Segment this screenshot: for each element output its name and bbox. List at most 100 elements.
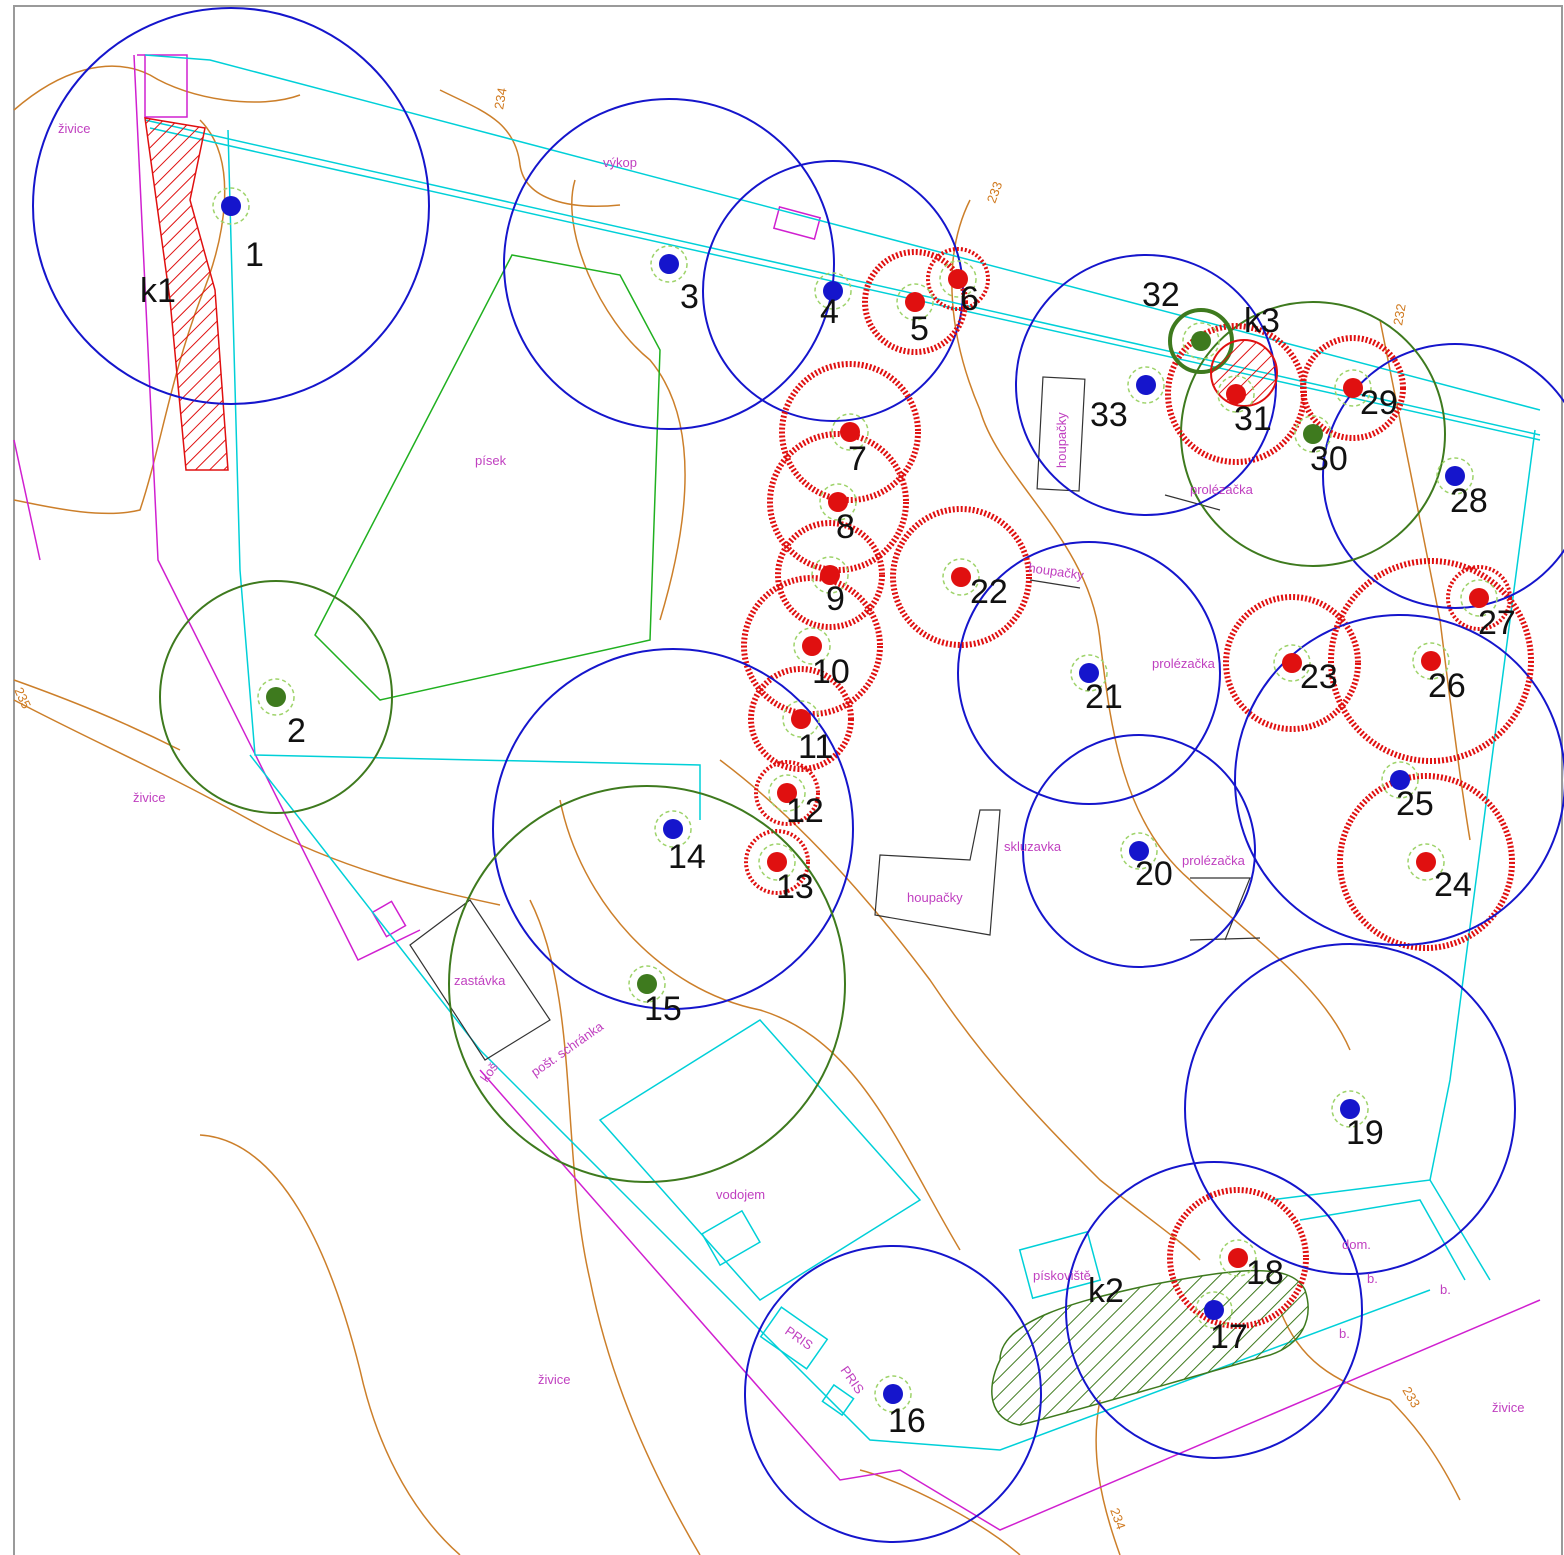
tree-label-18: 18 [1246,1254,1284,1292]
crown-zone-14 [492,648,854,1010]
label-vodojem: vodojem [716,1187,765,1202]
trunk-halo-22 [942,558,980,596]
tree-marker-18[interactable] [1228,1248,1248,1268]
label-b-1: b. [1367,1271,1378,1286]
tree-marker-29[interactable] [1343,378,1363,398]
tree-marker-2[interactable] [266,687,286,707]
tree-labels: 123 4 567891011121314151617181920212223242… [140,236,1516,1440]
label-dom: dom. [1342,1237,1371,1252]
tree-marker-3[interactable] [659,254,679,274]
crown-zone-31 [1165,323,1307,465]
tree-marker-13[interactable] [767,852,787,872]
crown-zone-3 [503,98,835,430]
tree-marker-31[interactable] [1226,384,1246,404]
tree-label-12: 12 [786,792,824,830]
label-zastavka: zastávka [454,973,506,988]
tree-label-10: 10 [812,653,850,691]
tree-marker-10[interactable] [802,636,822,656]
trunk-halo-23 [1273,644,1311,682]
tree-label-2: 2 [287,712,306,750]
tree-marker-14[interactable] [663,819,683,839]
tree-marker-23[interactable] [1282,653,1302,673]
tree-marker-32[interactable] [1191,331,1211,351]
tree-label-7: 7 [848,440,867,478]
tree-marker-26[interactable] [1421,651,1441,671]
tree-label-6: 6 [960,280,979,318]
trunk-halo-5 [896,283,934,321]
path-lines [144,54,1541,1451]
tree-marker-5[interactable] [905,292,925,312]
tree-marker-4[interactable] [823,281,843,301]
trunk-halo-26 [1412,642,1450,680]
tree-label-17: 17 [1210,1318,1248,1356]
tree-marker-8[interactable] [828,492,848,512]
trunk-halo-30 [1294,415,1332,453]
tree-marker-28[interactable] [1445,466,1465,486]
trunk-halo-7 [831,413,869,451]
tree-marker-21[interactable] [1079,663,1099,683]
label-vykop: výkop [603,155,637,170]
tree-label-26: 26 [1428,667,1466,705]
tree-marker-30[interactable] [1303,424,1323,444]
lawn-outline [314,254,661,701]
label-prolezacka-ne: prolézačka [1190,482,1254,497]
tree-marker-19[interactable] [1340,1099,1360,1119]
label-pris-2: PRIS [838,1363,868,1397]
tree-label-29: 29 [1360,384,1398,422]
trunk-halo-20 [1120,832,1158,870]
tree-marker-7[interactable] [840,422,860,442]
trunk-halo-31 [1217,375,1255,413]
tree-markers [212,187,1498,1413]
crown-zone-9 [775,520,885,630]
trunk-halo-16 [874,1375,912,1413]
trunk-halo-13 [758,843,796,881]
trunk-halo-3 [650,245,688,283]
tree-label-33: 33 [1090,396,1128,434]
trunk-halo-21 [1070,654,1108,692]
tree-label-24: 24 [1434,866,1472,904]
tree-label-22: 22 [970,573,1008,611]
tree-marker-1[interactable] [221,196,241,216]
tree-marker-15[interactable] [637,974,657,994]
tree-marker-17[interactable] [1204,1300,1224,1320]
tree-label-13: 13 [776,868,814,906]
contour-label-232: 232 [1390,303,1409,327]
tree-marker-6[interactable] [948,269,968,289]
crown-zone-12 [754,760,820,826]
tree-label-5: 5 [910,310,929,348]
tree-marker-9[interactable] [820,565,840,585]
trunk-halo-29 [1334,369,1372,407]
tree-marker-20[interactable] [1129,841,1149,861]
contour-lines [13,65,1471,1555]
crown-zone-24 [1337,773,1515,951]
label-zivice-s: živice [538,1372,571,1387]
tree-marker-33[interactable] [1136,375,1156,395]
trunk-halo-14 [654,810,692,848]
tree-label-21: 21 [1085,678,1123,716]
shrub-label-k2: k2 [1088,1272,1124,1310]
trunk-halo-6 [939,260,977,298]
tree-marker-24[interactable] [1416,852,1436,872]
tree-marker-11[interactable] [791,709,811,729]
crown-zone-22 [890,506,1032,648]
tree-marker-16[interactable] [883,1384,903,1404]
crown-zone-32 [1168,308,1234,374]
label-kos: koš [477,1059,501,1085]
contour-label-234-bottom: 234 [1107,1506,1129,1532]
trunk-halo-19 [1331,1090,1369,1128]
trunk-halo-33 [1127,366,1165,404]
trunk-halo-11 [782,700,820,738]
tree-marker-22[interactable] [951,567,971,587]
trunk-halo-27 [1460,579,1498,617]
tree-label-15: 15 [644,990,682,1028]
tree-label-1: 1 [245,236,264,274]
shrub-area-k2 [991,1269,1309,1426]
tree-marker-27[interactable] [1469,588,1489,608]
tree-marker-12[interactable] [777,783,797,803]
label-pisek: písek [475,453,507,468]
trunk-halo-15 [628,965,666,1003]
trunk-halo-18 [1219,1239,1257,1277]
tree-marker-25[interactable] [1390,770,1410,790]
crown-zone-17 [1065,1161,1363,1459]
